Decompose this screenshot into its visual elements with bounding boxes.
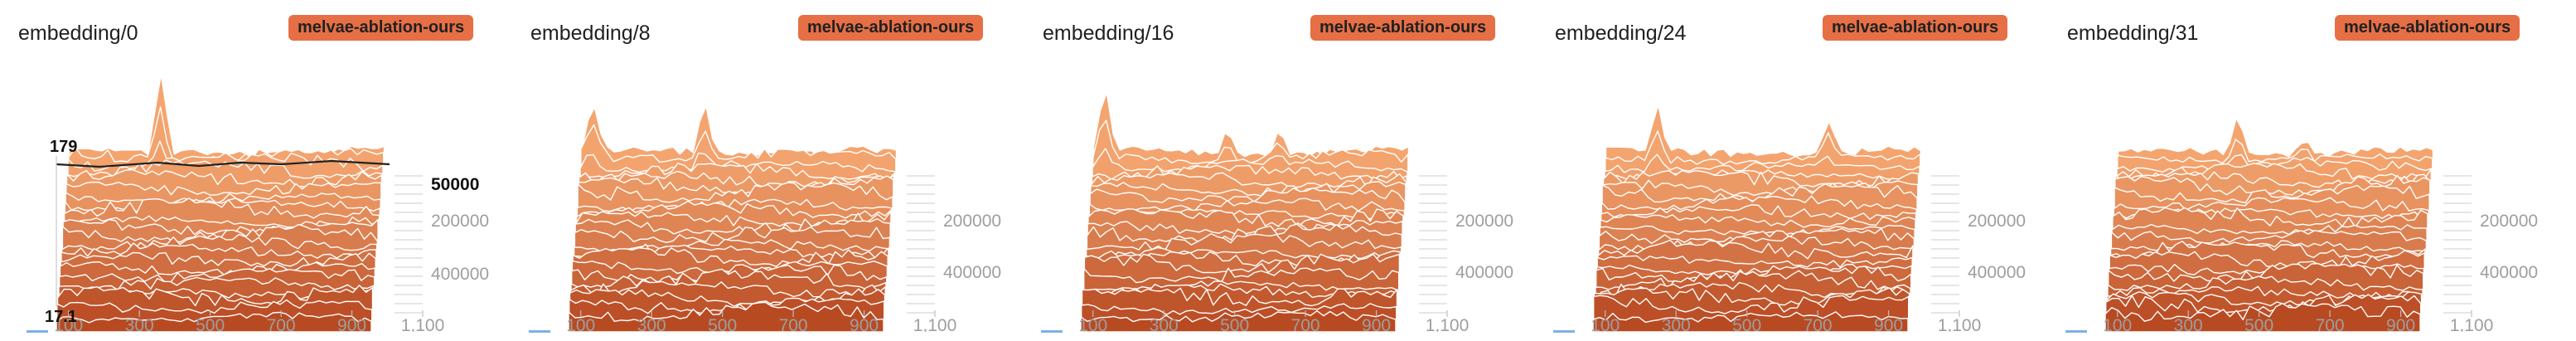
y-tick-label: 400000	[943, 263, 1001, 282]
x-tick-label: 1,100	[1938, 316, 1982, 332]
chart-title: embedding/24	[1555, 22, 1687, 45]
x-tick-label: 700	[779, 316, 808, 332]
run-tag[interactable]: melvae-ablation-ours	[1823, 15, 2008, 41]
x-tick-label: 1,100	[401, 316, 445, 332]
y-tick-label: 400000	[2480, 263, 2538, 282]
histogram-chart[interactable]: 100 300 500 700 900 1,100 50000 200000 400000 179…	[0, 58, 497, 332]
x-tick-label: 100	[1591, 316, 1620, 332]
histogram-bands	[1592, 104, 1922, 332]
expand-icon[interactable]	[27, 330, 48, 341]
hover-overlay: 179 17.1	[45, 138, 390, 326]
chart-title: embedding/0	[18, 22, 138, 45]
histogram-bands	[1080, 91, 1410, 332]
chart-title: embedding/16	[1043, 22, 1174, 45]
x-tick-label: 1,100	[2450, 316, 2494, 332]
x-axis: 100 300 500 700 900 1,100	[54, 310, 444, 332]
x-tick-label: 500	[2244, 316, 2273, 332]
y-tick-label: 400000	[1455, 263, 1513, 282]
x-tick-label: 300	[1662, 316, 1691, 332]
x-tick-label: 900	[1874, 316, 1903, 332]
y-tick-label: 200000	[2480, 212, 2538, 231]
chart-title: embedding/31	[2067, 22, 2199, 45]
expand-icon[interactable]	[529, 330, 550, 341]
histogram-bands	[56, 73, 385, 332]
x-tick-label: 700	[1804, 316, 1833, 332]
x-tick-label: 700	[267, 316, 296, 332]
histogram-slice	[568, 301, 884, 332]
x-tick-label: 300	[637, 316, 666, 332]
histogram-slice	[56, 311, 372, 332]
y-tick-label: 200000	[1455, 212, 1513, 231]
x-tick-label: 300	[2174, 316, 2203, 332]
y-axis: 200000 400000	[2443, 175, 2538, 314]
histogram-chart[interactable]: 100 300 500 700 900 1,100 200000 400000	[1537, 58, 2034, 332]
histogram-panel: embedding/31 melvae-ablation-ours 100 300 50…	[2049, 0, 2561, 339]
run-tag[interactable]: melvae-ablation-ours	[288, 15, 474, 41]
hover-value-bottom: 17.1	[45, 308, 77, 326]
histogram-slice	[2104, 303, 2421, 332]
hover-line	[56, 159, 390, 168]
histogram-chart[interactable]: 100 300 500 700 900 1,100 200000 400000	[512, 58, 1010, 332]
x-tick-label: 1,100	[1426, 316, 1470, 332]
x-tick-label: 100	[566, 316, 595, 332]
histogram-panel: embedding/16 melvae-ablation-ours 100 300 50…	[1024, 0, 1537, 339]
histogram-slice	[1592, 311, 1909, 332]
y-tick-label: 200000	[431, 212, 489, 231]
x-tick-label: 1,100	[913, 316, 957, 332]
expand-icon[interactable]	[1553, 330, 1575, 341]
y-axis: 50000 200000 400000	[395, 175, 489, 314]
y-tick-label: 400000	[431, 265, 489, 284]
expand-icon[interactable]	[2065, 330, 2087, 341]
x-tick-label: 500	[708, 316, 737, 332]
x-tick-label: 500	[196, 316, 225, 332]
x-tick-label: 100	[54, 316, 83, 332]
run-tag[interactable]: melvae-ablation-ours	[2335, 15, 2520, 41]
x-tick-label: 900	[1362, 316, 1391, 332]
hover-value-top: 179	[50, 138, 77, 156]
histogram-panel: embedding/24 melvae-ablation-ours 100 300 50…	[1537, 0, 2049, 339]
y-tick-label: 400000	[1968, 263, 2026, 282]
x-tick-label: 900	[337, 316, 366, 332]
y-tick-label: 200000	[943, 212, 1001, 231]
histogram-bands	[2104, 117, 2434, 332]
x-axis: 100 300 500 700 900 1,100	[1591, 310, 1981, 332]
x-tick-label: 500	[1220, 316, 1249, 332]
histogram-chart[interactable]: 100 300 500 700 900 1,100 200000 400000	[1024, 58, 1522, 332]
histogram-bands	[568, 105, 898, 332]
chart-title: embedding/8	[530, 22, 651, 45]
expand-icon[interactable]	[1041, 330, 1063, 341]
histogram-slice	[1080, 310, 1397, 332]
y-axis: 200000 400000	[1931, 175, 2026, 314]
x-tick-label: 700	[2316, 316, 2345, 332]
histogram-chart[interactable]: 100 300 500 700 900 1,100 200000 400000	[2049, 58, 2546, 332]
y-axis: 200000 400000	[907, 175, 1001, 314]
x-tick-label: 700	[1291, 316, 1320, 332]
x-axis: 100 300 500 700 900 1,100	[2103, 310, 2493, 332]
run-tag[interactable]: melvae-ablation-ours	[798, 15, 984, 41]
x-tick-label: 500	[1732, 316, 1761, 332]
x-axis: 100 300 500 700 900 1,100	[1078, 310, 1469, 332]
x-tick-label: 100	[2103, 316, 2132, 332]
y-tick-label: 200000	[1968, 212, 2026, 231]
x-axis: 100 300 500 700 900 1,100	[566, 310, 956, 332]
y-tick-label: 50000	[431, 175, 479, 194]
x-tick-label: 100	[1078, 316, 1107, 332]
x-tick-label: 900	[2386, 316, 2415, 332]
histogram-panel: embedding/0 melvae-ablation-ours 100 300 500…	[0, 0, 512, 339]
run-tag[interactable]: melvae-ablation-ours	[1310, 15, 1496, 41]
x-tick-label: 300	[125, 316, 154, 332]
histogram-panel: embedding/8 melvae-ablation-ours 100 300 500…	[512, 0, 1024, 339]
y-axis: 200000 400000	[1419, 175, 1513, 314]
x-tick-label: 900	[850, 316, 879, 332]
x-tick-label: 300	[1150, 316, 1179, 332]
